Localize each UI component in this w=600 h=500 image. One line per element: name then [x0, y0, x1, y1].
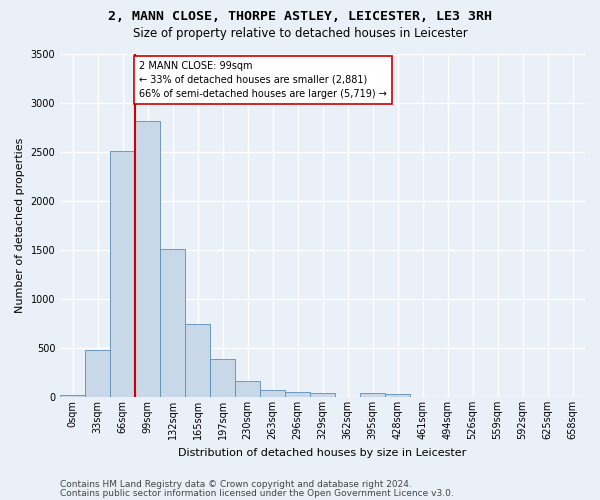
- Bar: [385, 394, 410, 397]
- Bar: [185, 324, 210, 397]
- X-axis label: Distribution of detached houses by size in Leicester: Distribution of detached houses by size …: [178, 448, 467, 458]
- Bar: [310, 392, 335, 397]
- Text: Contains HM Land Registry data © Crown copyright and database right 2024.: Contains HM Land Registry data © Crown c…: [60, 480, 412, 489]
- Bar: [160, 249, 185, 397]
- Bar: [360, 392, 385, 397]
- Text: Contains public sector information licensed under the Open Government Licence v3: Contains public sector information licen…: [60, 488, 454, 498]
- Text: 2 MANN CLOSE: 99sqm
← 33% of detached houses are smaller (2,881)
66% of semi-det: 2 MANN CLOSE: 99sqm ← 33% of detached ho…: [139, 61, 387, 99]
- Text: Size of property relative to detached houses in Leicester: Size of property relative to detached ho…: [133, 28, 467, 40]
- Bar: [210, 359, 235, 397]
- Bar: [235, 382, 260, 397]
- Bar: [285, 392, 310, 397]
- Bar: [60, 395, 85, 397]
- Bar: [260, 390, 285, 397]
- Bar: [135, 120, 160, 397]
- Bar: [110, 151, 135, 397]
- Text: 2, MANN CLOSE, THORPE ASTLEY, LEICESTER, LE3 3RH: 2, MANN CLOSE, THORPE ASTLEY, LEICESTER,…: [108, 10, 492, 23]
- Bar: [85, 350, 110, 397]
- Y-axis label: Number of detached properties: Number of detached properties: [15, 138, 25, 313]
